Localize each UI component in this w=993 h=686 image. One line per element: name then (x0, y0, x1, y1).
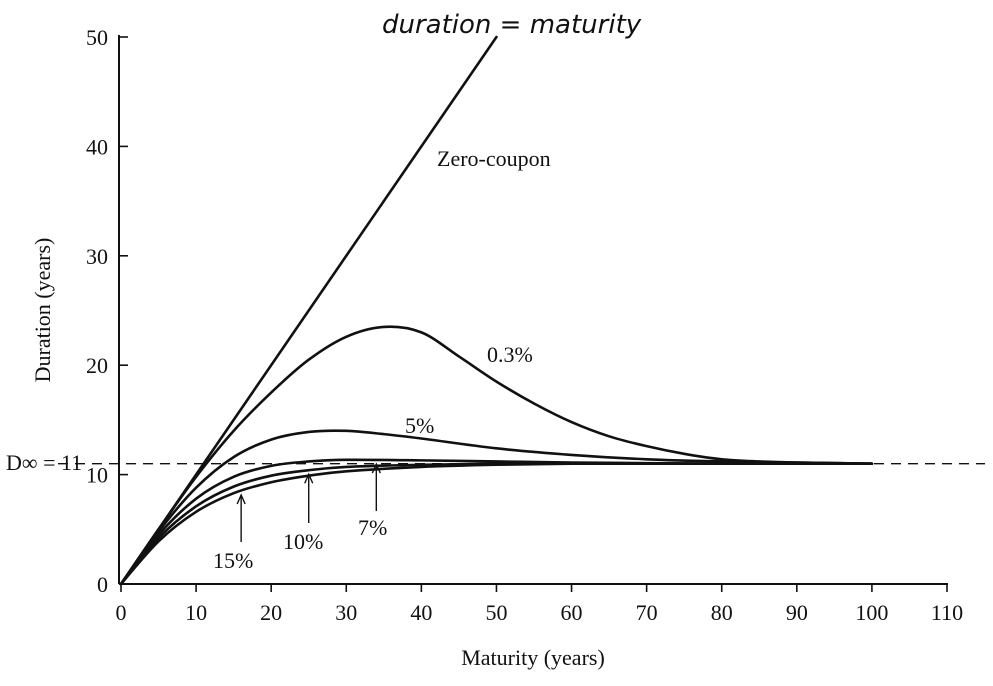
handwritten-note: duration = maturity (382, 10, 642, 40)
x-tick-label: 0 (116, 600, 127, 625)
x-tick-label: 30 (335, 600, 357, 625)
x-tick-label: 100 (855, 600, 888, 625)
y-tick-label: 0 (97, 572, 108, 597)
x-tick-label: 40 (410, 600, 432, 625)
arrowhead-7-percent (371, 462, 381, 474)
x-tick-label: 10 (185, 600, 207, 625)
series-label-zero-coupon: Zero-coupon (437, 146, 551, 171)
series-label-5-percent: 5% (405, 413, 434, 438)
x-tick-label: 50 (485, 600, 507, 625)
y-tick-label: 50 (86, 25, 108, 50)
x-axis-ticks: 0 10 20 30 40 50 60 70 80 90 100 110 (116, 584, 963, 625)
y-tick-label: 10 (86, 463, 108, 488)
x-tick-label: 90 (786, 600, 808, 625)
x-axis-title: Maturity (years) (461, 645, 605, 670)
x-tick-label: 70 (636, 600, 658, 625)
x-tick-label: 80 (711, 600, 733, 625)
x-tick-label: 110 (931, 600, 963, 625)
series-line-5-percent (119, 429, 874, 586)
series-label-15-percent: 15% (213, 548, 253, 573)
series-lines (119, 35, 874, 586)
series-line-0-3-percent (119, 325, 874, 586)
y-tick-label: 40 (86, 134, 108, 159)
series-label-10-percent: 10% (283, 529, 323, 554)
arrowhead-10-percent (304, 472, 314, 484)
y-axis-title: Duration (years) (30, 238, 55, 383)
series-line-15-percent (119, 462, 874, 586)
series-label-0-3-percent: 0.3% (487, 342, 533, 367)
y-tick-label: 30 (86, 244, 108, 269)
x-tick-label: 20 (260, 600, 282, 625)
y-axis-ticks: 0 10 20 30 40 50 (86, 25, 128, 597)
x-tick-label: 60 (561, 600, 583, 625)
y-tick-label: 20 (86, 353, 108, 378)
series-label-7-percent: 7% (358, 515, 387, 540)
arrowhead-15-percent (236, 493, 246, 505)
label-arrows (236, 462, 381, 542)
asymptote-label: D∞ = 11 (6, 450, 82, 475)
plot-area: 0 10 20 30 40 50 60 70 80 90 100 110 0 10 20 30 40 50 (58, 25, 985, 625)
